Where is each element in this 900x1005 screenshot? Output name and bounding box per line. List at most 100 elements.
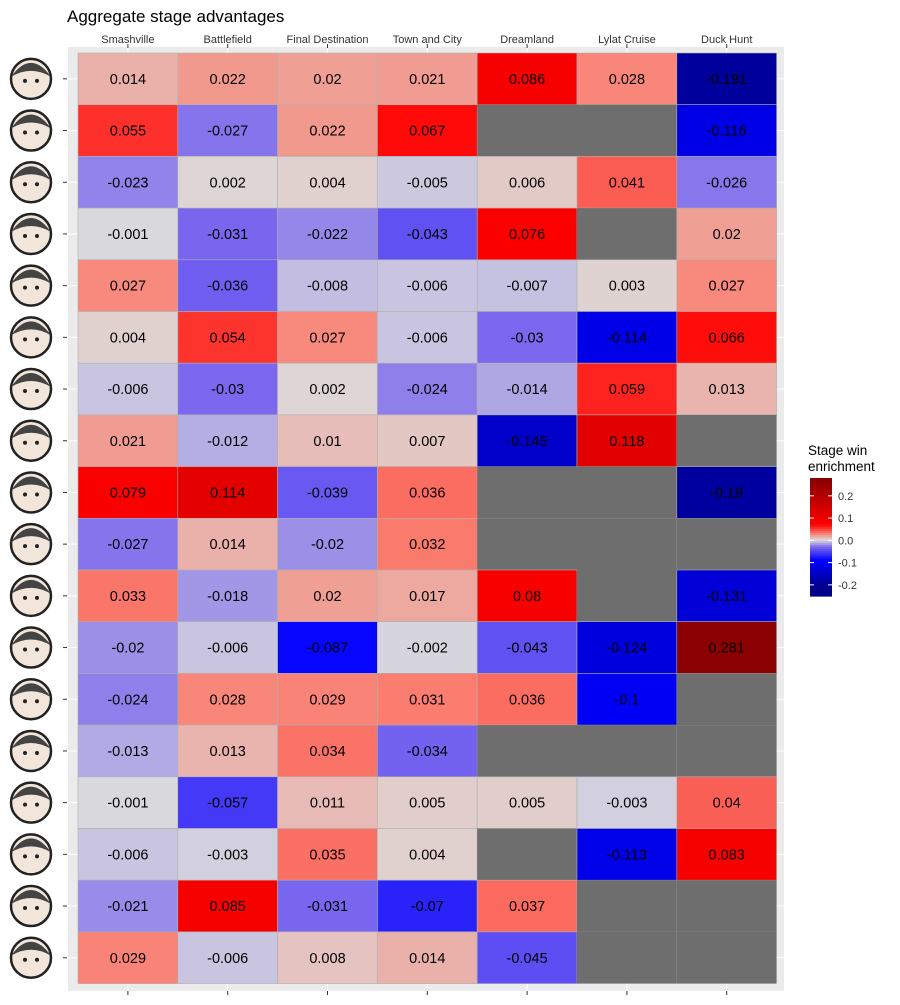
heatmap-cell [77, 311, 179, 364]
portrait-eye [23, 285, 27, 290]
heatmap-cell-missing [577, 466, 677, 519]
portrait-eye [35, 492, 39, 497]
heatmap-cell [177, 104, 278, 157]
legend-gradient-segment [810, 560, 832, 564]
heatmap-cell [177, 207, 278, 261]
legend-gradient-segment [810, 487, 832, 491]
cell-value-label: 0.003 [609, 279, 645, 295]
cell-value-label: 0.067 [409, 124, 445, 140]
heatmap-cell-missing [477, 466, 577, 519]
heatmap-cell [277, 673, 378, 726]
cell-value-label: 0.032 [409, 537, 445, 553]
cell-value-label: 0.014 [110, 72, 146, 88]
cell-value-label: 0.013 [709, 382, 745, 398]
cell-value-label: -0.19 [710, 485, 743, 501]
heatmap-cell [277, 569, 378, 623]
cell-value-label: 0.008 [309, 951, 345, 967]
cell-value-label: 0.002 [309, 382, 345, 398]
heatmap-cell [77, 362, 179, 416]
cell-value-label: -0.036 [207, 279, 248, 295]
heatmap-cell-missing [676, 931, 777, 984]
heatmap-cell [177, 621, 278, 674]
portrait-hair [11, 786, 51, 801]
ryu-icon [9, 678, 53, 721]
legend-gradient-segment [810, 507, 832, 511]
heatmap-cell [277, 517, 378, 571]
heatmap-cell [377, 104, 478, 157]
captain-falcon-icon [9, 109, 53, 152]
cell-value-label: -0.001 [107, 796, 148, 812]
heatmap-cell-missing [676, 414, 777, 467]
portrait-eye [35, 130, 39, 135]
heatmap-cell [476, 156, 578, 209]
heatmap-cell [377, 776, 478, 829]
cell-value-label: -0.039 [307, 485, 348, 501]
heatmap-cell [277, 466, 378, 519]
heatmap-cell [676, 104, 777, 157]
heatmap-cell [576, 828, 678, 881]
cell-value-label: -0.131 [706, 589, 747, 605]
cell-value-label: 0.014 [409, 951, 445, 967]
legend-gradient-segment [810, 574, 832, 577]
legend-gradient-segment [810, 588, 832, 591]
cell-value-label: -0.045 [507, 951, 548, 967]
heatmap-cell [576, 673, 678, 726]
heatmap-cell [377, 156, 478, 209]
portrait-eye [23, 595, 27, 600]
cell-value-label: 0.034 [309, 744, 345, 760]
legend-gradient-segment [810, 576, 832, 579]
heatmap-cell [476, 207, 578, 261]
heatmap-cell [277, 621, 378, 674]
legend-tick-label: 0.1 [838, 513, 853, 525]
cell-value-label: -0.043 [507, 641, 548, 657]
legend-gradient-segment [810, 580, 832, 583]
heatmap-cell [277, 828, 378, 881]
cell-value-label: -0.013 [107, 744, 148, 760]
heatmap-cell [277, 52, 378, 106]
cell-value-label: -0.116 [707, 124, 747, 140]
cell-value-label: -0.008 [307, 279, 348, 295]
cell-value-label: -0.006 [207, 951, 248, 967]
portrait-eye [35, 595, 39, 600]
cell-value-label: 0.004 [409, 847, 445, 863]
cell-value-label: -0.031 [307, 899, 348, 915]
cell-value-label: 0.002 [210, 175, 246, 191]
column-label: Smashville [101, 34, 154, 46]
cell-value-label: -0.087 [307, 641, 348, 657]
cell-value-label: 0.027 [110, 279, 146, 295]
heatmap-cell [377, 931, 478, 984]
cell-value-label: -0.07 [411, 899, 444, 915]
cell-value-label: 0.028 [609, 72, 645, 88]
heatmap-cell [277, 311, 378, 364]
heatmap-cell [277, 362, 378, 416]
cell-value-label: -0.006 [407, 279, 448, 295]
heatmap-cell [576, 621, 678, 674]
legend-gradient-segment [810, 554, 832, 558]
portrait-hair [11, 321, 51, 336]
portrait-eye [23, 647, 27, 652]
legend-gradient-segment [810, 481, 832, 485]
marth-icon [9, 419, 53, 462]
heatmap-cell [476, 621, 578, 674]
legend-gradient-segment [810, 538, 832, 542]
cell-value-label: -0.02 [111, 641, 144, 657]
portrait-eye [23, 337, 27, 342]
portrait-eye [35, 182, 39, 187]
column-label: Town and City [393, 34, 463, 46]
portrait-hair [11, 269, 51, 284]
cell-value-label: -0.022 [307, 227, 348, 243]
cell-value-label: -0.007 [507, 279, 548, 295]
legend-gradient-segment [810, 533, 832, 536]
heatmap-cell [277, 879, 378, 933]
cell-value-label: -0.014 [507, 382, 548, 398]
cell-value-label: 0.033 [110, 589, 146, 605]
cell-value-label: 0.013 [210, 744, 246, 760]
legend-gradient-segment [810, 590, 832, 593]
heatmap-cell [377, 621, 478, 674]
portrait-eye [35, 233, 39, 238]
cell-value-label: 0.021 [409, 72, 445, 88]
legend-gradient-segment [810, 517, 832, 520]
legend-title: Stage win enrichment [808, 443, 875, 474]
cell-value-label: 0.022 [210, 72, 246, 88]
